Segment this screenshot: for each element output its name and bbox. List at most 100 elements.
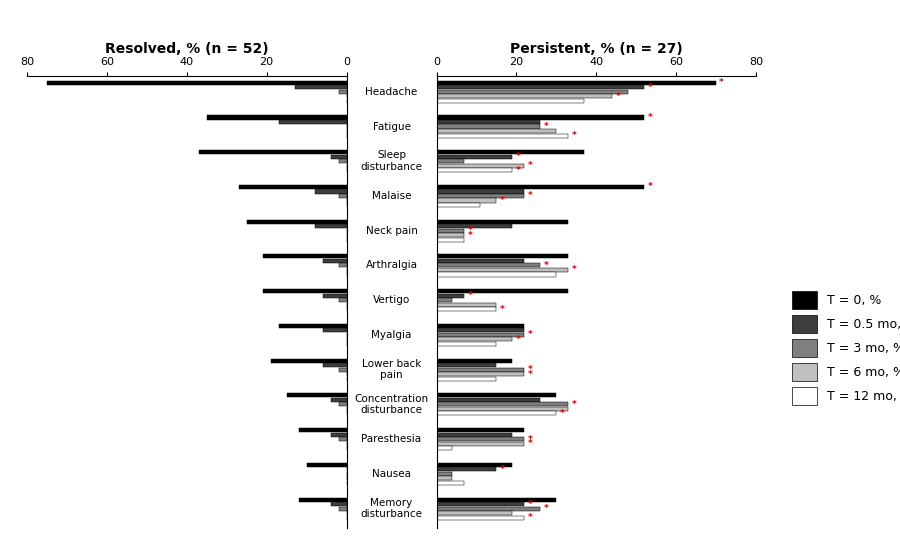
Bar: [436, 481, 464, 485]
Text: *: *: [500, 305, 504, 314]
Text: *: *: [527, 439, 532, 448]
Text: Lower back
pain: Lower back pain: [362, 359, 421, 380]
Bar: [436, 411, 556, 416]
Bar: [330, 154, 346, 159]
Text: Paresthesia: Paresthesia: [362, 434, 421, 444]
Text: *: *: [500, 465, 504, 474]
Bar: [338, 506, 346, 511]
Bar: [315, 189, 346, 194]
Text: *: *: [544, 122, 548, 131]
Bar: [436, 329, 525, 332]
Bar: [436, 164, 525, 168]
Bar: [436, 220, 568, 224]
Text: Fatigue: Fatigue: [373, 121, 410, 132]
Bar: [436, 428, 525, 432]
Text: *: *: [468, 226, 472, 235]
Text: Malaise: Malaise: [372, 191, 411, 201]
Bar: [436, 437, 525, 441]
Bar: [307, 463, 346, 467]
Bar: [436, 472, 453, 476]
Bar: [47, 81, 346, 85]
Bar: [315, 224, 346, 228]
Bar: [271, 358, 346, 363]
Text: *: *: [647, 83, 652, 92]
Text: *: *: [527, 161, 532, 170]
Text: Neck pain: Neck pain: [365, 226, 418, 236]
Bar: [436, 502, 525, 506]
Bar: [330, 502, 346, 506]
Bar: [436, 498, 556, 502]
Text: *: *: [500, 196, 504, 205]
Bar: [436, 129, 556, 133]
Bar: [338, 437, 346, 441]
Bar: [294, 85, 346, 89]
Bar: [436, 398, 540, 402]
Bar: [436, 446, 453, 450]
Bar: [338, 159, 346, 163]
Bar: [436, 233, 464, 237]
Bar: [436, 273, 556, 276]
Bar: [436, 368, 525, 372]
Bar: [279, 120, 346, 124]
Bar: [286, 393, 346, 397]
Bar: [436, 403, 568, 406]
Bar: [436, 154, 512, 159]
Bar: [436, 224, 512, 228]
Bar: [338, 368, 346, 372]
Text: *: *: [572, 131, 576, 140]
Text: Myalgia: Myalgia: [372, 330, 411, 340]
Text: Sleep
disturbance: Sleep disturbance: [361, 151, 422, 172]
Bar: [436, 259, 525, 263]
Bar: [338, 263, 346, 268]
Bar: [436, 81, 716, 85]
Text: Vertigo: Vertigo: [373, 295, 410, 305]
Text: Concentration
disturbance: Concentration disturbance: [355, 393, 428, 415]
Bar: [436, 199, 497, 202]
Bar: [207, 115, 346, 120]
Legend: T = 0, %, T = 0.5 mo, %, T = 3 mo, %, T = 6 mo, %, T = 12 mo, %: T = 0, %, T = 0.5 mo, %, T = 3 mo, %, T …: [788, 288, 900, 409]
Bar: [436, 442, 525, 446]
Bar: [263, 289, 347, 293]
Bar: [436, 133, 568, 138]
Text: *: *: [719, 78, 724, 87]
Text: *: *: [516, 152, 520, 161]
Bar: [436, 342, 497, 346]
Bar: [338, 90, 346, 94]
Bar: [436, 263, 540, 268]
Bar: [436, 185, 644, 189]
Bar: [436, 393, 556, 397]
Bar: [436, 376, 497, 381]
Text: *: *: [527, 330, 532, 339]
Bar: [436, 268, 568, 272]
Bar: [322, 294, 346, 298]
Bar: [436, 516, 525, 520]
Bar: [436, 94, 612, 98]
Bar: [263, 255, 347, 258]
Bar: [436, 467, 497, 471]
Bar: [436, 159, 464, 163]
Bar: [436, 99, 584, 103]
Bar: [436, 203, 481, 207]
Text: *: *: [527, 370, 532, 379]
Text: *: *: [544, 504, 548, 513]
Text: *: *: [527, 191, 532, 201]
Bar: [436, 294, 464, 298]
Bar: [436, 85, 644, 89]
Text: *: *: [527, 499, 532, 509]
Bar: [338, 194, 346, 198]
Bar: [436, 333, 525, 337]
Bar: [322, 259, 346, 263]
Bar: [238, 185, 346, 189]
Bar: [338, 298, 346, 302]
Bar: [436, 115, 644, 120]
Bar: [299, 428, 346, 432]
Bar: [436, 363, 497, 367]
Bar: [436, 228, 464, 233]
Text: Nausea: Nausea: [372, 469, 411, 479]
Text: Resolved, % (n = 52): Resolved, % (n = 52): [105, 42, 268, 56]
Bar: [436, 324, 525, 328]
Text: *: *: [572, 265, 576, 275]
Bar: [436, 238, 464, 242]
Bar: [436, 298, 453, 302]
Text: *: *: [468, 291, 472, 300]
